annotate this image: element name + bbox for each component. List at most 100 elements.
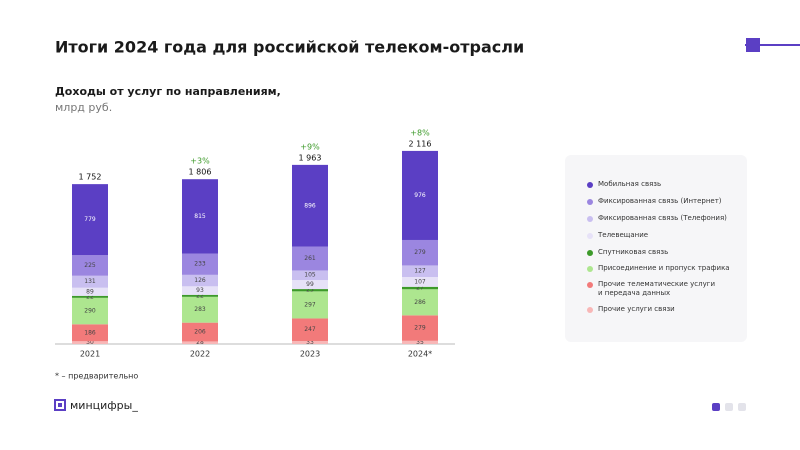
bar-segment <box>72 184 108 256</box>
legend-marker <box>587 266 593 272</box>
bar-segment <box>292 246 328 271</box>
segment-label: 225 <box>84 262 96 269</box>
legend-marker <box>587 199 593 205</box>
segment-label: 261 <box>304 255 316 262</box>
bar-segment <box>72 287 108 296</box>
bar-segment <box>402 277 438 287</box>
bar-segment <box>292 318 328 341</box>
logo-text: минцифры_ <box>70 399 138 412</box>
legend-marker <box>587 250 593 256</box>
bar-segment <box>182 179 218 254</box>
bar-segment <box>182 296 218 323</box>
segment-label: 186 <box>84 329 96 336</box>
bar-segment <box>402 286 438 290</box>
legend-label: Спутниковая связь <box>598 248 669 256</box>
deco-square <box>746 38 760 52</box>
bar-segment <box>182 294 218 297</box>
segment-label: 896 <box>304 202 316 209</box>
total-label: 1 806 <box>189 168 212 177</box>
legend-marker <box>587 282 593 288</box>
pager-dot <box>738 403 746 411</box>
bar-segment <box>292 280 328 290</box>
segment-label: 247 <box>304 326 316 333</box>
bar-segment <box>182 322 218 342</box>
total-label: 1 752 <box>79 173 102 182</box>
segment-label: 976 <box>414 192 426 199</box>
bar-segment <box>72 275 108 288</box>
segment-label: 22 <box>196 292 204 299</box>
pager-dot <box>725 403 733 411</box>
pager-dot <box>712 403 720 411</box>
legend-marker <box>587 233 593 239</box>
segment-label: 127 <box>414 268 426 275</box>
segment-label: 30 <box>86 339 94 346</box>
x-tick-label: 2021 <box>80 350 100 359</box>
legend-marker <box>587 182 593 188</box>
legend-label: Фиксированная связь (Телефония) <box>598 214 727 222</box>
bar-segment <box>402 150 438 240</box>
bar-segment <box>292 291 328 319</box>
segment-label: 126 <box>194 277 206 284</box>
legend-label: Прочие услуги связи <box>598 305 675 313</box>
growth-label: +8% <box>410 128 430 137</box>
segment-label: 35 <box>416 339 424 346</box>
segment-label: 279 <box>414 249 426 256</box>
segment-label: 22 <box>86 293 94 300</box>
bar-segment <box>72 255 108 276</box>
bar-segment <box>402 289 438 316</box>
legend-marker <box>587 307 593 313</box>
segment-label: 131 <box>84 278 96 285</box>
total-label: 1 963 <box>299 153 322 162</box>
segment-label: 99 <box>306 281 314 288</box>
bar-segment <box>72 341 108 344</box>
segment-label: 286 <box>414 299 426 306</box>
bar-segment <box>72 295 108 298</box>
bar-segment <box>402 239 438 266</box>
segment-label: 815 <box>194 213 206 220</box>
logo-icon-dot <box>58 403 62 407</box>
bar-segment <box>292 289 328 292</box>
bar-segment <box>292 340 328 344</box>
growth-label: +9% <box>300 142 320 151</box>
bar-segment <box>72 297 108 325</box>
segment-label: 25 <box>306 287 314 294</box>
bar-segment <box>182 341 218 344</box>
legend-label: Присоединение и пропуск трафика <box>598 264 730 272</box>
segment-label: 283 <box>194 306 206 313</box>
legend-label: Прочие телематические услуги и передача … <box>598 280 716 297</box>
segment-label: 279 <box>414 325 426 332</box>
legend-label: Телевещание <box>598 231 649 239</box>
segment-label: 105 <box>304 272 316 279</box>
segment-label: 107 <box>414 278 426 285</box>
bar-segment <box>182 253 218 275</box>
logo-icon <box>54 399 66 411</box>
legend-label: Мобильная связь <box>598 180 662 188</box>
bar-segment <box>182 274 218 287</box>
segment-label: 28 <box>196 339 204 346</box>
segment-label: 89 <box>86 288 94 295</box>
segment-label: 297 <box>304 301 316 308</box>
segment-label: 290 <box>84 308 96 315</box>
segment-label: 233 <box>194 261 206 268</box>
segment-label: 27 <box>416 285 424 292</box>
x-tick-label: 2024* <box>408 350 432 359</box>
legend-marker <box>587 216 593 222</box>
total-label: 2 116 <box>409 139 432 148</box>
bar-segment <box>72 324 108 342</box>
segment-label: 33 <box>306 339 314 346</box>
bar-segment <box>402 265 438 278</box>
segment-label: 93 <box>196 287 204 294</box>
x-tick-label: 2022 <box>190 350 210 359</box>
growth-label: +3% <box>190 157 210 166</box>
subtitle: Доходы от услуг по направлениям, <box>55 85 281 98</box>
bar-segment <box>402 315 438 341</box>
bar-segment <box>292 164 328 247</box>
bar-segment <box>182 286 218 295</box>
bar-segment <box>292 270 328 281</box>
segment-label: 206 <box>194 329 206 336</box>
legend-panel <box>565 155 747 342</box>
footnote: * – предварительно <box>55 372 138 381</box>
segment-label: 779 <box>84 216 96 223</box>
